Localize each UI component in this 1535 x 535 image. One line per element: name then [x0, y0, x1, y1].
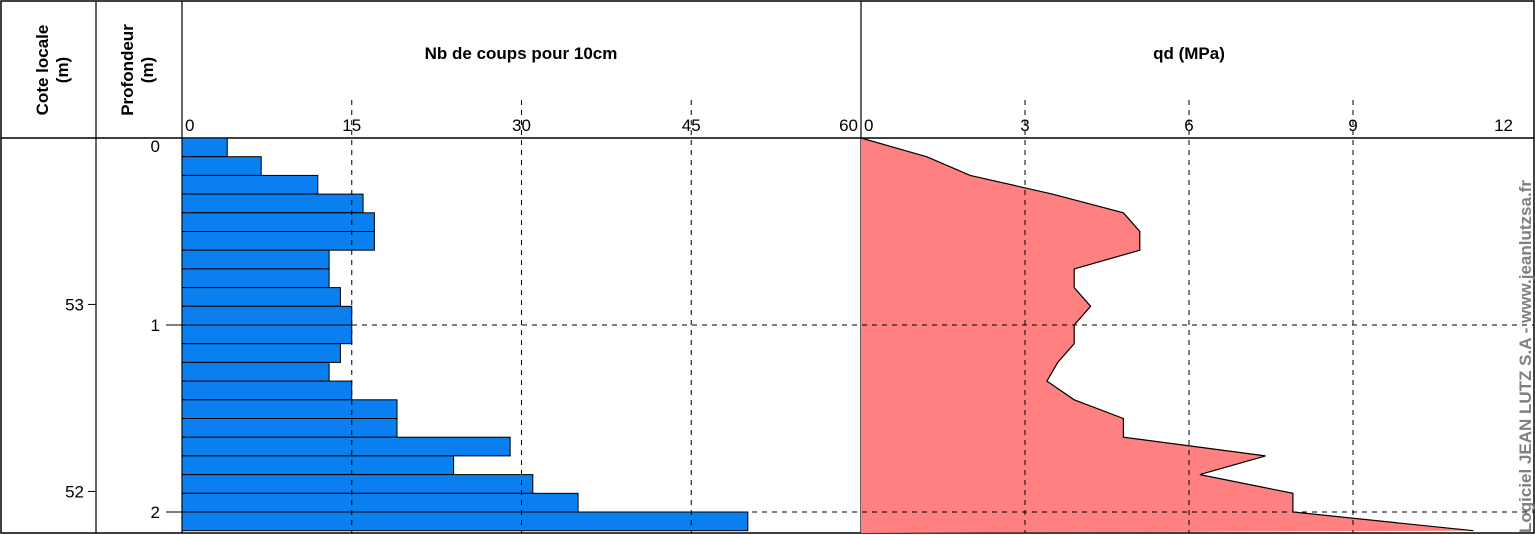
depth-tick-label: 1: [151, 316, 160, 335]
bar: [181, 361, 330, 382]
qd-line: [860, 137, 1474, 532]
bar: [181, 455, 455, 476]
blow-count-bars: [181, 137, 749, 532]
header-profondeur: Profondeur (m): [118, 24, 157, 116]
bar: [181, 343, 341, 363]
x-tick-label: 60: [839, 116, 858, 135]
bar: [181, 418, 398, 438]
bar: [181, 156, 262, 176]
x-tick-label: 15: [342, 116, 361, 135]
bar: [181, 137, 228, 158]
bar: [181, 249, 330, 270]
grid-lines: [182, 100, 1534, 533]
depth-tick-label: 0: [151, 137, 160, 156]
x-tick-label: 45: [682, 116, 701, 135]
x-tick-label: 12: [1494, 116, 1513, 135]
x-tick-label: 9: [1348, 116, 1357, 135]
x-tick-label: 0: [185, 116, 194, 135]
elevation-tick-label: 53: [65, 295, 84, 314]
bar: [181, 474, 534, 494]
bar: [181, 511, 749, 532]
x-tick-label: 6: [1184, 116, 1193, 135]
x-tick-label: 30: [512, 116, 531, 135]
elevation-tick-label: 52: [65, 482, 84, 501]
bar: [181, 305, 353, 326]
panel1-title: Nb de coups pour 10cm: [425, 44, 618, 63]
header-prof-line1: Profondeur: [118, 24, 137, 116]
bar: [181, 399, 398, 419]
watermark: Logiciel JEAN LUTZ S.A - www.jeanlutzsa.…: [1516, 180, 1535, 533]
bar: [181, 268, 330, 289]
bar: [181, 212, 375, 233]
bar: [181, 436, 511, 457]
depth-tick-label: 2: [151, 503, 160, 522]
bar: [181, 193, 364, 214]
header-cote: Cote locale (m): [33, 25, 72, 116]
header-cote-line2: (m): [53, 57, 72, 83]
bar: [181, 287, 341, 307]
x-tick-label: 0: [864, 116, 873, 135]
qd-area: [860, 137, 1474, 533]
bar: [181, 324, 353, 345]
qd-area-fill: [861, 138, 1474, 533]
header-cote-line1: Cote locale: [33, 25, 52, 116]
bar: [181, 380, 353, 401]
x-tick-label: 3: [1020, 116, 1029, 135]
panel2-title: qd (MPa): [1153, 44, 1225, 63]
bar: [181, 174, 319, 195]
bar: [181, 492, 579, 513]
header-prof-line2: (m): [138, 57, 157, 83]
bar: [181, 231, 375, 251]
